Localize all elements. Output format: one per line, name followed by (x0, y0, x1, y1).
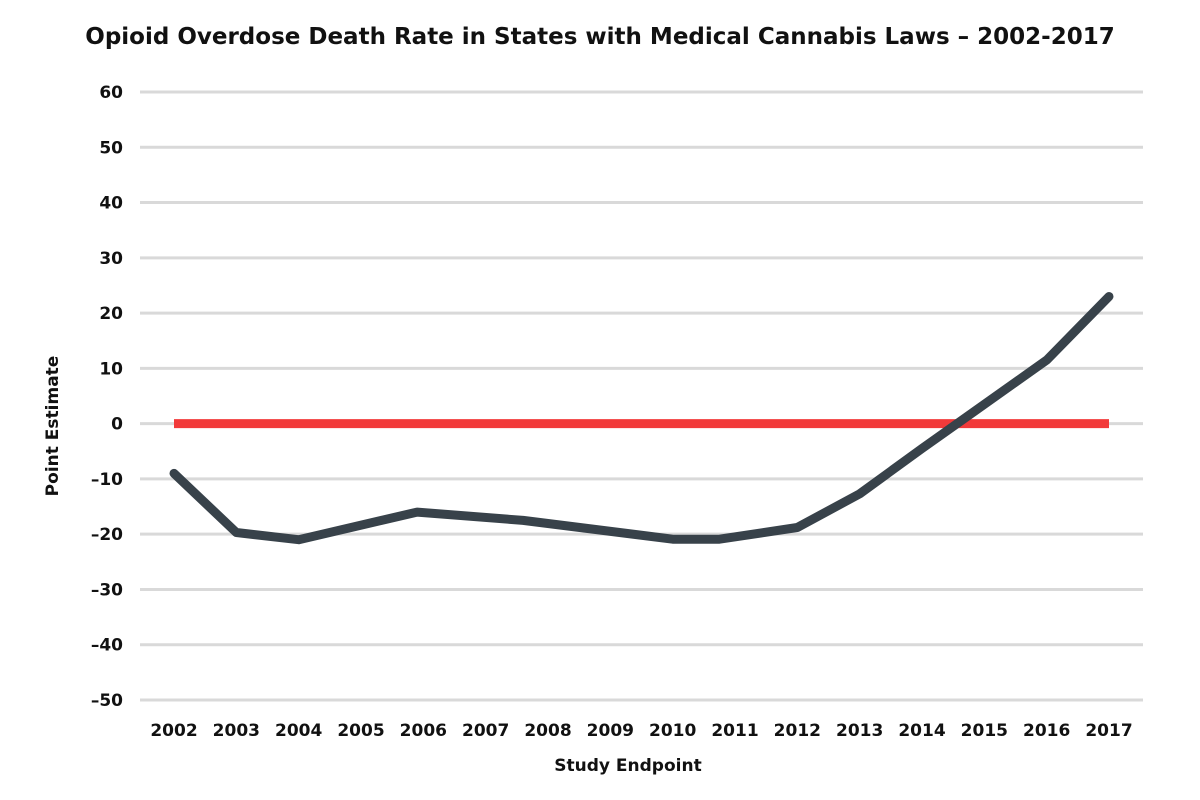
chart-title: Opioid Overdose Death Rate in States wit… (85, 24, 1114, 50)
x-tick-label: 2008 (524, 721, 571, 741)
y-tick-label: 40 (99, 194, 123, 214)
x-tick-label: 2012 (774, 721, 821, 741)
y-tick-label: 20 (99, 304, 123, 324)
x-tick-label: 2017 (1085, 721, 1132, 741)
x-tick-label: 2003 (213, 721, 260, 741)
y-tick-label: –30 (91, 580, 123, 600)
y-tick-label: –20 (91, 525, 123, 545)
y-tick-label: –40 (91, 636, 123, 656)
y-tick-label: 30 (99, 249, 123, 269)
data-series (169, 292, 1114, 545)
data-point (298, 539, 300, 541)
x-tick-label: 2007 (462, 721, 509, 741)
x-tick-label: 2014 (898, 721, 945, 741)
data-point (672, 538, 674, 540)
y-tick-label: 0 (111, 415, 123, 435)
x-tick-label: 2016 (1023, 721, 1070, 741)
x-tick-label: 2015 (961, 721, 1008, 741)
y-tick-label: 50 (99, 138, 123, 158)
y-axis-tick-labels: 60 50 40 30 20 10 0 –10 –20 –30 –40 –50 (91, 83, 123, 711)
x-tick-label: 2011 (711, 721, 758, 741)
x-tick-label: 2002 (150, 721, 197, 741)
x-tick-label: 2004 (275, 721, 322, 741)
x-axis-tick-labels: 2002 2003 2004 2005 2006 2007 2008 2009 2010 2011… (150, 721, 1132, 741)
point-estimate-line (169, 292, 1114, 545)
x-tick-label: 2013 (836, 721, 883, 741)
data-point (974, 410, 976, 412)
x-tick-label: 2010 (649, 721, 696, 741)
data-point (796, 527, 798, 528)
x-tick-label: 2006 (400, 721, 447, 741)
x-tick-label: 2005 (337, 721, 384, 741)
data-point (1108, 296, 1110, 297)
y-tick-label: 10 (99, 359, 123, 379)
data-point (921, 448, 923, 449)
y-tick-label: –10 (91, 470, 123, 490)
data-point (718, 538, 720, 540)
data-point (173, 472, 175, 474)
data-point (416, 511, 418, 513)
y-tick-label: –50 (91, 691, 123, 711)
data-point (859, 493, 861, 495)
x-tick-label: 2009 (587, 721, 634, 741)
data-point (1046, 359, 1048, 361)
data-point (522, 519, 524, 521)
y-tick-label: 60 (99, 83, 123, 103)
x-axis-label: Study Endpoint (554, 756, 701, 776)
y-axis-label: Point Estimate (43, 356, 63, 497)
data-point (235, 532, 237, 533)
